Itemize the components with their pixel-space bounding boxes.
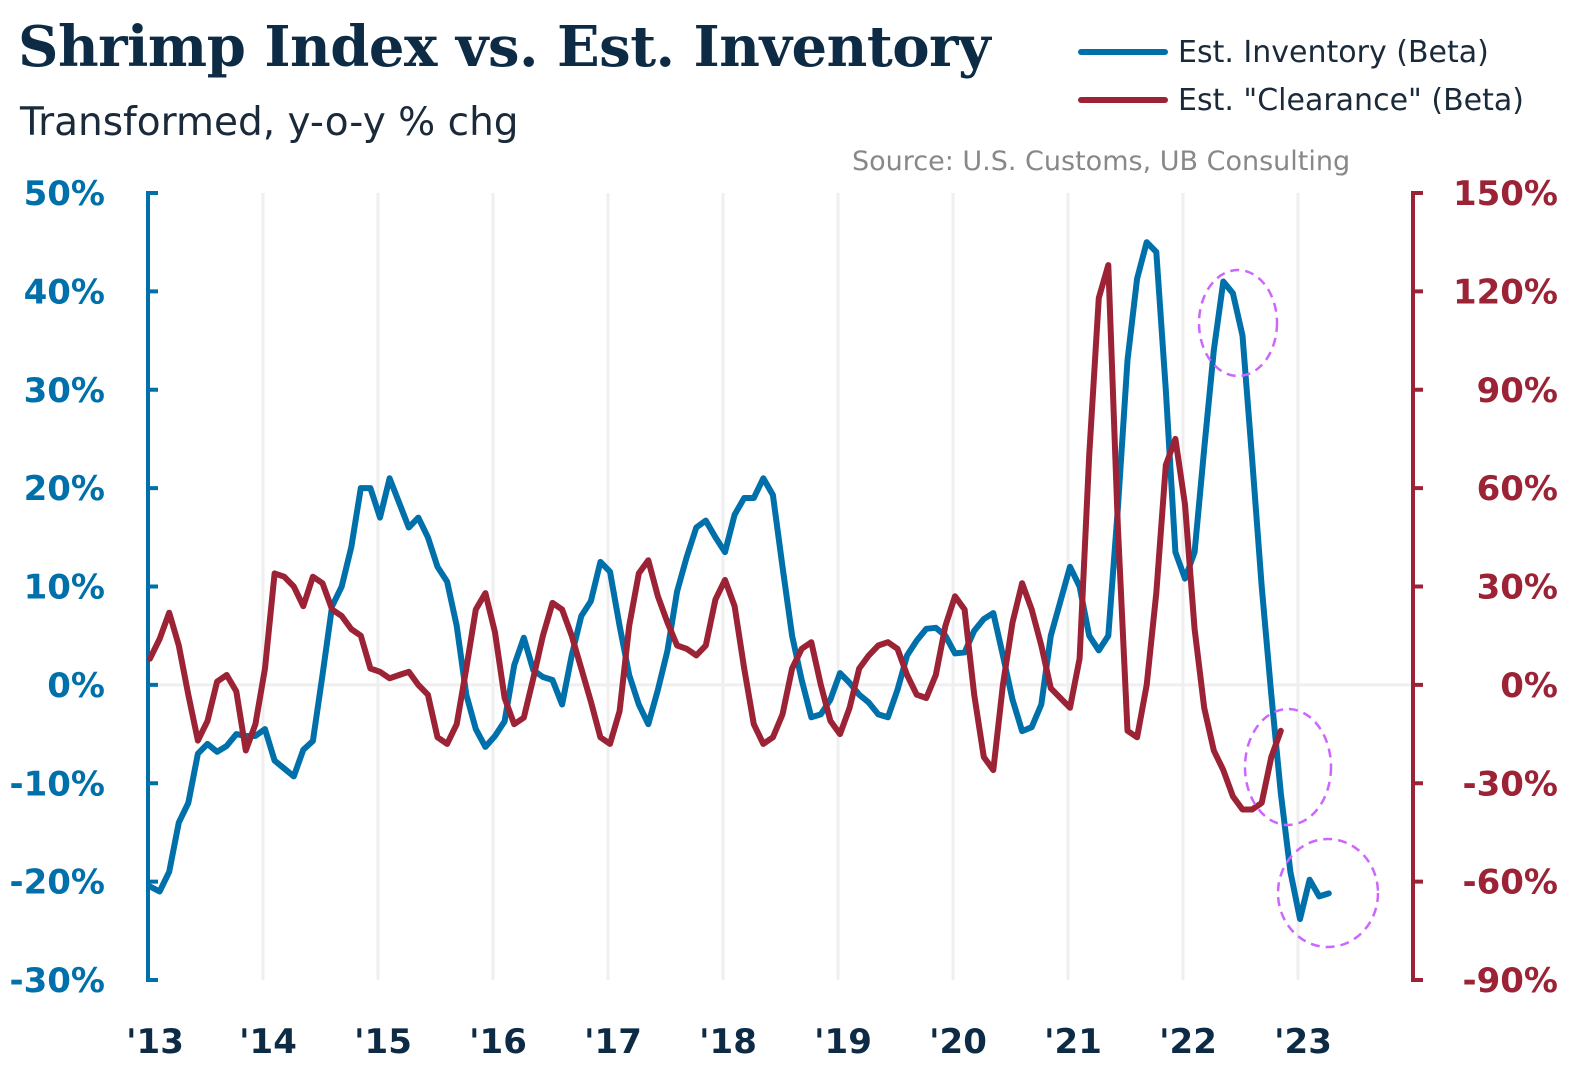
- right-tick-label: 60%: [1477, 469, 1558, 509]
- left-tick-label: 10%: [24, 568, 105, 608]
- right-tick-label: -30%: [1463, 764, 1559, 804]
- left-tick-label: 0%: [47, 666, 105, 706]
- legend-item-clearance: Est. "Clearance" (Beta): [1078, 76, 1524, 124]
- source-note: Source: U.S. Customs, UB Consulting: [852, 146, 1351, 177]
- legend-swatch-clearance: [1078, 97, 1168, 103]
- right-tick-label: 30%: [1477, 568, 1558, 608]
- chart-subtitle: Transformed, y-o-y % chg: [20, 100, 519, 145]
- series-line-inventory: [147, 239, 1332, 922]
- x-tick-label: '18: [699, 1022, 757, 1062]
- x-tick-label: '19: [814, 1022, 872, 1062]
- x-tick-label: '15: [354, 1022, 412, 1062]
- left-tick-label: 30%: [24, 371, 105, 411]
- x-tick-label: '22: [1159, 1022, 1217, 1062]
- legend: Est. Inventory (Beta) Est. "Clearance" (…: [1078, 28, 1524, 124]
- x-tick-label: '16: [469, 1022, 527, 1062]
- legend-label-clearance: Est. "Clearance" (Beta): [1178, 82, 1524, 118]
- annotation-circle: [1276, 837, 1380, 949]
- legend-swatch-inventory: [1078, 49, 1168, 55]
- left-tick-label: -30%: [10, 961, 106, 1001]
- right-tick-label: -60%: [1463, 863, 1559, 903]
- right-tick-label: 120%: [1453, 272, 1558, 312]
- series-line-clearance: [147, 262, 1284, 813]
- legend-label-inventory: Est. Inventory (Beta): [1178, 34, 1489, 70]
- left-tick-label: 20%: [24, 469, 105, 509]
- x-tick-label: '14: [239, 1022, 297, 1062]
- annotation-circle: [1197, 268, 1279, 378]
- x-tick-label: '20: [929, 1022, 987, 1062]
- right-tick-label: 0%: [1500, 666, 1558, 706]
- chart-title: Shrimp Index vs. Est. Inventory: [18, 14, 991, 80]
- left-tick-label: 50%: [24, 174, 105, 214]
- left-tick-label: 40%: [24, 272, 105, 312]
- x-tick-label: '21: [1044, 1022, 1102, 1062]
- left-tick-label: -10%: [10, 764, 106, 804]
- left-tick-label: -20%: [10, 863, 106, 903]
- legend-item-inventory: Est. Inventory (Beta): [1078, 28, 1524, 76]
- right-tick-label: 150%: [1453, 174, 1558, 214]
- annotation-circle: [1243, 707, 1333, 827]
- x-tick-label: '17: [584, 1022, 642, 1062]
- x-tick-label: '13: [126, 1022, 184, 1062]
- right-tick-label: 90%: [1477, 371, 1558, 411]
- x-tick-label: '23: [1274, 1022, 1332, 1062]
- right-tick-label: -90%: [1463, 961, 1559, 1001]
